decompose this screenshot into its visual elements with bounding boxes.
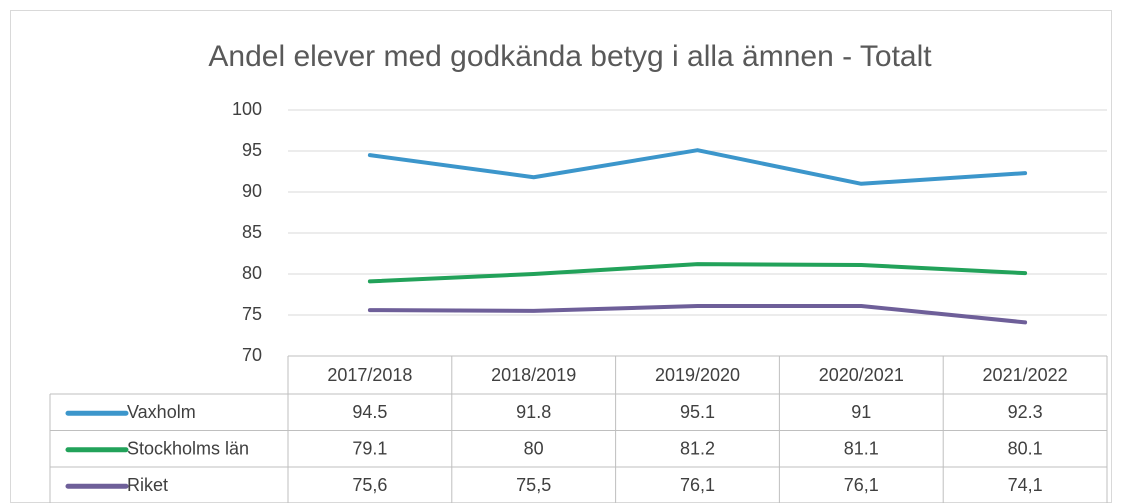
y-tick-label: 90: [242, 181, 262, 201]
table-value: 76,1: [844, 475, 879, 495]
table-value: 95.1: [680, 402, 715, 422]
table-value: 79.1: [352, 439, 387, 459]
table-value: 75,6: [352, 475, 387, 495]
legend-label: Vaxholm: [127, 402, 196, 422]
y-tick-label: 100: [232, 99, 262, 119]
table-value: 75,5: [516, 475, 551, 495]
series-line: [367, 303, 1028, 325]
x-tick-label: 2018/2019: [491, 365, 576, 385]
y-tick-label: 95: [242, 140, 262, 160]
y-tick-label: 80: [242, 263, 262, 283]
table-value: 80: [524, 439, 544, 459]
x-tick-label: 2019/2020: [655, 365, 740, 385]
table-value: 76,1: [680, 475, 715, 495]
series-line: [367, 262, 1028, 284]
table-value: 81.2: [680, 439, 715, 459]
y-tick-label: 75: [242, 304, 262, 324]
chart-border: [10, 10, 1112, 503]
x-tick-label: 2021/2022: [983, 365, 1068, 385]
x-tick-label: 2020/2021: [819, 365, 904, 385]
legend-label: Stockholms län: [127, 439, 249, 459]
chart-title: Andel elever med godkända betyg i alla ä…: [208, 40, 932, 73]
table-value: 81.1: [844, 439, 879, 459]
table-value: 91.8: [516, 402, 551, 422]
table-value: 74,1: [1008, 475, 1043, 495]
series-line: [367, 148, 1028, 186]
table-value: 91: [851, 402, 871, 422]
x-tick-label: 2017/2018: [327, 365, 412, 385]
table-value: 80.1: [1008, 439, 1043, 459]
table-value: 92.3: [1008, 402, 1043, 422]
legend-label: Riket: [127, 475, 168, 495]
y-tick-label: 85: [242, 222, 262, 242]
table-value: 94.5: [352, 402, 387, 422]
y-tick-label: 70: [242, 345, 262, 365]
